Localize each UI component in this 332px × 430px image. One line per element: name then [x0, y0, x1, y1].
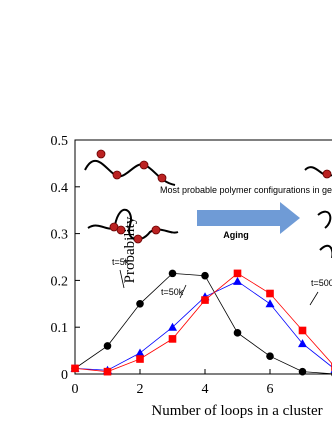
point [168, 322, 177, 331]
point [298, 367, 307, 376]
y-tick-label: 0.2 [51, 274, 69, 289]
point [266, 352, 274, 361]
annotation: Most probable polymer configurations in … [160, 185, 332, 195]
point [233, 276, 242, 285]
bead [116, 225, 126, 235]
bead [96, 149, 106, 159]
y-tick-label: 0.5 [51, 134, 69, 149]
polymer-chain [317, 210, 332, 258]
arrow [119, 269, 125, 289]
series-line [74, 280, 332, 371]
series-label: t=50k [161, 287, 184, 297]
bead [112, 170, 122, 180]
arrow [179, 284, 187, 299]
polymer-beads [96, 149, 332, 244]
bead [139, 160, 149, 170]
y-axis-label: Probability [122, 216, 138, 283]
point [201, 271, 209, 280]
bead [133, 234, 143, 244]
bead [322, 169, 332, 179]
bead [151, 225, 161, 235]
bead [157, 173, 167, 183]
point [168, 269, 177, 278]
point [168, 335, 177, 343]
point [266, 289, 274, 298]
point [201, 296, 209, 304]
series-label: t=5k [112, 257, 130, 267]
point [298, 339, 307, 348]
y-tick-label: 0 [61, 368, 68, 383]
x-tick-label: 2 [137, 382, 144, 397]
point [298, 326, 307, 335]
series-line [74, 272, 332, 373]
x-tick-label: 4 [202, 382, 209, 397]
series-label: t=500k [311, 278, 332, 288]
point [233, 269, 242, 278]
x-axis-label: Number of loops in a cluster [151, 403, 322, 419]
label-arrows [119, 269, 319, 306]
x-tick-label: 0 [72, 382, 79, 397]
x-tick-label: 6 [267, 382, 274, 397]
point [136, 355, 144, 363]
arrow-label: Aging [223, 230, 249, 240]
point [265, 299, 275, 308]
series-line [74, 272, 332, 375]
point [71, 364, 79, 373]
y-tick-label: 0.3 [51, 228, 69, 243]
arrow [309, 291, 319, 306]
y-tick-label: 0.4 [51, 181, 69, 196]
point [135, 348, 145, 357]
polymer-chain [84, 159, 176, 186]
aging-arrow [197, 202, 300, 234]
y-tick-label: 0.1 [51, 321, 69, 336]
point [103, 367, 112, 376]
point [103, 342, 112, 350]
point [136, 300, 144, 308]
point [233, 329, 242, 337]
